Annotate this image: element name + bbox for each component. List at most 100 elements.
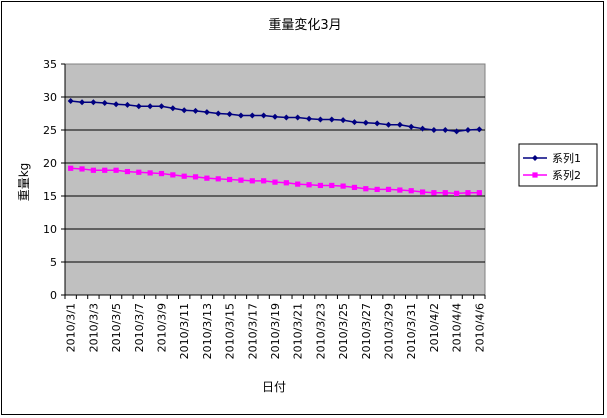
data-point xyxy=(237,112,244,119)
data-point xyxy=(362,119,369,126)
data-point xyxy=(79,99,86,106)
data-point xyxy=(374,186,380,192)
data-point xyxy=(169,105,176,112)
data-point xyxy=(249,112,256,119)
x-tick-label: 2010/3/17 xyxy=(246,303,259,359)
x-tick-label: 2010/4/4 xyxy=(451,303,464,352)
x-tick-label: 2010/4/6 xyxy=(473,303,486,352)
data-point xyxy=(124,101,131,108)
data-point xyxy=(419,125,426,132)
data-point xyxy=(419,189,426,195)
data-point xyxy=(408,123,415,130)
data-point xyxy=(192,174,199,180)
data-point xyxy=(329,182,335,189)
data-point xyxy=(261,178,267,184)
data-point xyxy=(317,116,324,123)
y-tick-label: 35 xyxy=(43,58,57,71)
legend-marker xyxy=(532,155,538,161)
x-tick-label: 2010/3/9 xyxy=(155,303,168,352)
plot-area xyxy=(64,63,486,296)
data-point xyxy=(215,176,221,182)
data-point xyxy=(294,114,301,121)
x-axis-ticks: 2010/3/1 2010/3/3 2010/3/5 2010/3/7 2010/3/9… xyxy=(64,294,486,359)
data-point xyxy=(158,103,165,110)
x-tick-label: 2010/3/3 xyxy=(87,303,100,352)
data-point xyxy=(124,168,131,175)
data-point xyxy=(340,183,346,189)
y-axis-label: 重量kg xyxy=(17,163,31,202)
data-point xyxy=(226,111,233,118)
data-point xyxy=(181,107,188,114)
data-point xyxy=(476,190,482,196)
series-layer xyxy=(67,97,483,196)
data-point xyxy=(374,120,381,127)
data-point xyxy=(203,109,210,116)
grid-lines xyxy=(65,96,485,263)
data-point xyxy=(260,112,267,119)
data-point xyxy=(431,190,437,196)
data-point xyxy=(295,181,301,187)
data-point xyxy=(272,179,278,185)
x-tick-label: 2010/3/5 xyxy=(110,303,123,352)
data-point xyxy=(453,128,460,135)
data-point xyxy=(340,117,347,124)
x-tick-label: 2010/3/11 xyxy=(178,303,191,359)
data-point xyxy=(397,187,403,193)
legend-box xyxy=(518,143,598,187)
data-point xyxy=(181,173,187,179)
data-point xyxy=(102,167,108,173)
x-tick-label: 2010/3/21 xyxy=(292,303,305,359)
data-point xyxy=(454,190,460,196)
data-point xyxy=(68,165,74,171)
y-tick-label: 20 xyxy=(43,157,57,170)
data-point xyxy=(147,103,154,110)
x-tick-label: 2010/3/7 xyxy=(133,303,146,352)
data-point xyxy=(158,170,165,177)
data-point xyxy=(90,167,96,173)
data-point xyxy=(328,116,335,123)
data-point xyxy=(351,119,358,126)
data-point xyxy=(396,121,403,128)
data-point xyxy=(238,177,244,183)
data-point xyxy=(136,169,142,175)
data-point xyxy=(272,113,278,120)
data-point xyxy=(317,182,324,189)
legend-label: 系列1 xyxy=(552,151,581,165)
y-tick-label: 25 xyxy=(43,124,57,137)
x-tick-label: 2010/3/19 xyxy=(269,303,282,359)
data-point xyxy=(249,178,255,184)
legend-marker xyxy=(532,172,538,178)
data-point xyxy=(430,127,437,133)
data-point xyxy=(442,190,448,196)
data-point xyxy=(283,114,290,121)
x-tick-label: 2010/3/13 xyxy=(201,303,214,359)
data-point xyxy=(351,184,358,191)
data-point xyxy=(306,115,313,122)
chart-title: 重量変化3月 xyxy=(268,17,341,33)
data-point xyxy=(170,172,176,178)
data-point xyxy=(113,101,120,108)
data-point xyxy=(476,126,483,133)
data-point xyxy=(101,99,108,106)
x-tick-label: 2010/3/27 xyxy=(360,303,373,359)
data-point xyxy=(204,175,210,181)
x-axis-label: 日付 xyxy=(262,380,286,394)
data-point xyxy=(442,127,449,133)
data-point xyxy=(306,182,312,188)
data-point xyxy=(464,127,471,133)
data-point xyxy=(135,103,142,110)
x-tick-label: 2010/3/15 xyxy=(224,303,237,359)
data-point xyxy=(408,188,414,194)
data-point xyxy=(113,167,119,173)
legend-label: 系列2 xyxy=(552,168,581,182)
y-tick-label: 0 xyxy=(50,289,57,302)
data-point xyxy=(79,166,85,172)
data-point xyxy=(215,110,222,117)
x-tick-label: 2010/3/23 xyxy=(314,303,327,359)
y-axis-ticks: 0 5 10 15 20 25 30 35 xyxy=(43,58,66,302)
x-tick-label: 2010/3/29 xyxy=(383,303,396,359)
x-tick-label: 2010/4/2 xyxy=(428,303,441,352)
